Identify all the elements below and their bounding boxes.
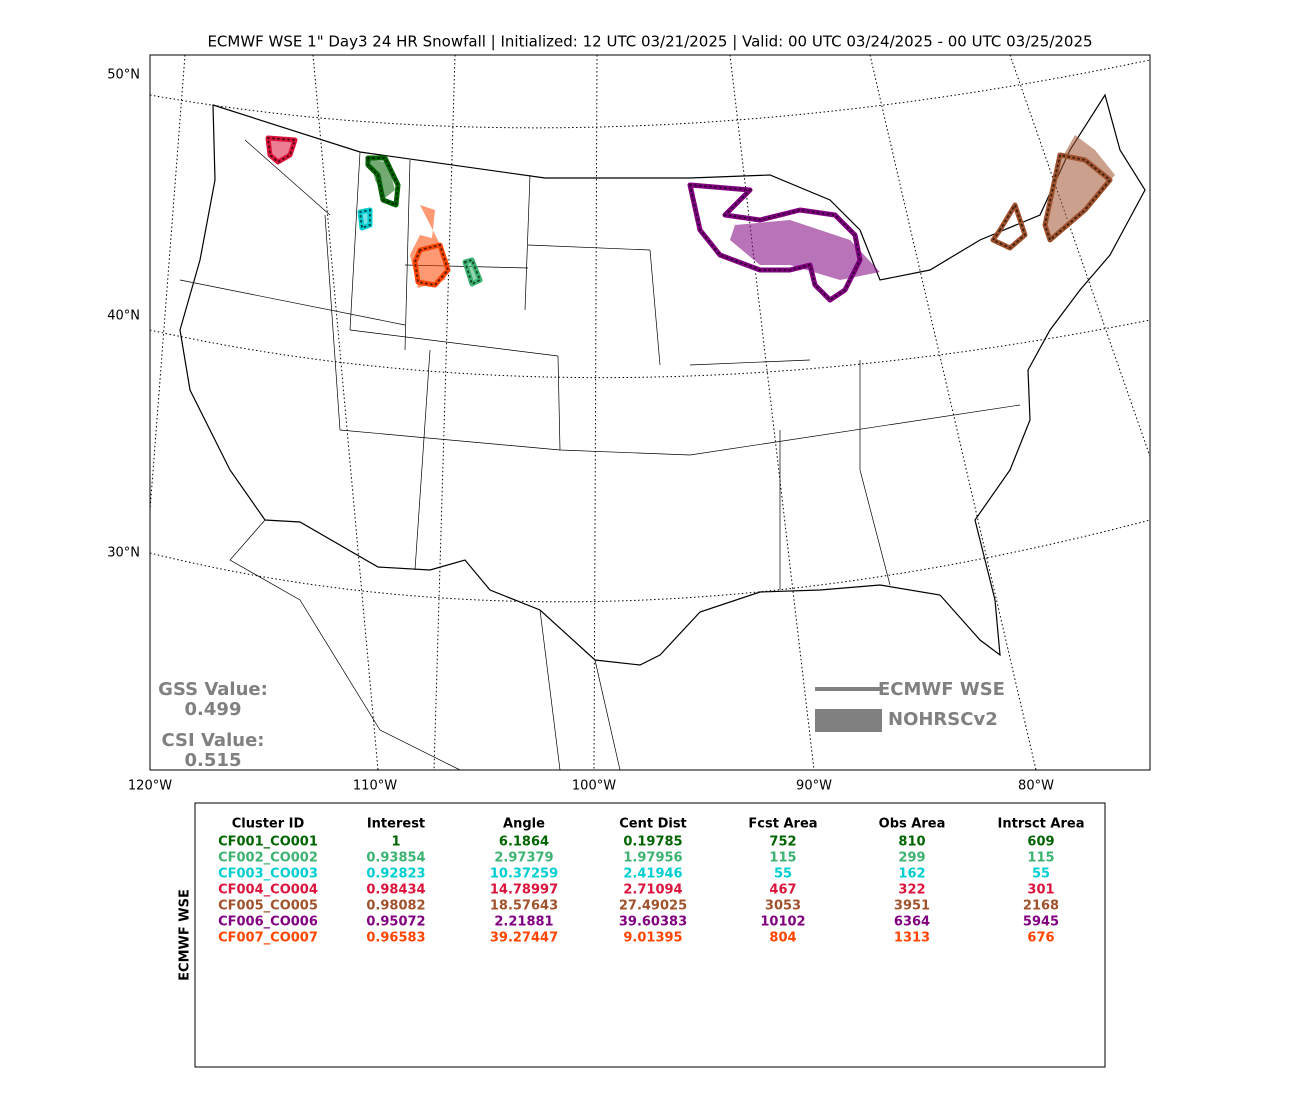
table-cell: 55 xyxy=(774,867,792,882)
table-cell: 609 xyxy=(1027,835,1054,850)
table-cell: 14.78997 xyxy=(490,883,558,898)
fcst-dots xyxy=(463,258,482,286)
obs-area xyxy=(1045,135,1115,240)
table-cell: 10102 xyxy=(760,915,805,930)
table-header: Interest xyxy=(367,817,425,832)
table-cell: 6364 xyxy=(894,915,930,930)
fcst-dots xyxy=(358,208,371,230)
fcst-dots xyxy=(991,202,1027,250)
table-cell: 2.71094 xyxy=(623,883,682,898)
table-cell: 0.95072 xyxy=(366,915,425,930)
table-header: Fcst Area xyxy=(748,817,817,832)
graticule xyxy=(150,519,1150,603)
table-cell: 676 xyxy=(1027,931,1054,946)
table-cell: 2.97379 xyxy=(494,851,553,866)
mexico-lines xyxy=(229,519,621,770)
table-cell: 6.1864 xyxy=(499,835,549,850)
table-cell: 27.49025 xyxy=(619,899,687,914)
lon-label: 100°W xyxy=(572,779,616,794)
table-cell: CF007_CO007 xyxy=(218,931,318,946)
table-cell: 55 xyxy=(1032,867,1050,882)
table-side-label: ECMWF WSE xyxy=(178,889,193,981)
table-cell: 115 xyxy=(769,851,796,866)
table-cell: 0.19785 xyxy=(623,835,682,850)
lon-label: 90°W xyxy=(796,779,832,794)
table-cell: 10.37259 xyxy=(490,867,558,882)
table-cell: CF002_CO002 xyxy=(218,851,318,866)
us-outline xyxy=(179,93,1146,666)
gss-value: 0.499 xyxy=(185,699,242,720)
fcst-dots xyxy=(367,157,400,207)
csi-label: CSI Value: xyxy=(162,730,265,751)
fcst-dots xyxy=(1043,153,1112,242)
fcst-dots xyxy=(688,183,862,302)
table-header: Cent Dist xyxy=(619,817,687,832)
table-cell: 0.96583 xyxy=(366,931,425,946)
table-frame xyxy=(194,802,1106,1068)
lon-label: 80°W xyxy=(1018,779,1054,794)
table-cell: CF004_CO004 xyxy=(218,883,318,898)
table-cell: 5945 xyxy=(1023,915,1059,930)
table-header: Cluster ID xyxy=(232,817,305,832)
title: ECMWF WSE 1" Day3 24 HR Snowfall | Initi… xyxy=(207,33,1092,51)
csi-value: 0.515 xyxy=(185,750,242,771)
table-cell: 1 xyxy=(391,835,400,850)
lat-label: 50°N xyxy=(107,68,140,83)
table-cell: CF003_CO003 xyxy=(218,867,318,882)
legend-label: NOHRSCv2 xyxy=(888,709,998,730)
table-cell: CF005_CO005 xyxy=(218,899,318,914)
table-cell: 1313 xyxy=(894,931,930,946)
fcst-dots xyxy=(413,243,450,287)
map xyxy=(149,54,1151,771)
graticule xyxy=(150,55,1150,770)
table-cell: CF001_CO001 xyxy=(218,835,318,850)
table-cell: 2168 xyxy=(1023,899,1059,914)
lat-label: 40°N xyxy=(107,309,140,324)
clusters xyxy=(265,135,1115,303)
table-cell: 9.01395 xyxy=(623,931,682,946)
gss-label: GSS Value: xyxy=(158,679,268,700)
map-frame xyxy=(149,54,1151,771)
legend-swatch xyxy=(815,709,882,732)
table-cell: 299 xyxy=(898,851,925,866)
table-cell: 0.92823 xyxy=(366,867,425,882)
table-cell: 18.57643 xyxy=(490,899,558,914)
table-cell: 0.98082 xyxy=(366,899,425,914)
state-lines xyxy=(179,139,1021,590)
lon-label: 110°W xyxy=(353,779,397,794)
table-cell: 39.60383 xyxy=(619,915,687,930)
table-cell: 1.97956 xyxy=(623,851,682,866)
table-cell: 3053 xyxy=(765,899,801,914)
lat-label: 30°N xyxy=(107,546,140,561)
table-cell: 467 xyxy=(769,883,796,898)
graticule xyxy=(150,59,1150,129)
table-cell: 2.21881 xyxy=(494,915,553,930)
lon-label: 120°W xyxy=(128,779,172,794)
table-cell: 115 xyxy=(1027,851,1054,866)
graticule xyxy=(150,319,1150,379)
table-cell: 752 xyxy=(769,835,796,850)
table-cell: 810 xyxy=(898,835,925,850)
legend-label: ECMWF WSE xyxy=(878,679,1005,700)
table-cell: 39.27447 xyxy=(490,931,558,946)
fcst-dots xyxy=(266,136,297,164)
table-cell: 162 xyxy=(898,867,925,882)
table-cell: 3951 xyxy=(894,899,930,914)
obs-area xyxy=(730,220,880,280)
table-cell: 322 xyxy=(898,883,925,898)
table-cell: 301 xyxy=(1027,883,1054,898)
table-cell: CF006_CO006 xyxy=(218,915,318,930)
table-cell: 0.98434 xyxy=(366,883,425,898)
table-cell: 804 xyxy=(769,931,796,946)
table-cell: 0.93854 xyxy=(366,851,425,866)
table-cell: 2.41946 xyxy=(623,867,682,882)
table-header: Angle xyxy=(503,817,545,832)
table: Cluster ID Interest Angle Cent Dist Fcst Are… xyxy=(218,817,1084,946)
table-header: Intrsct Area xyxy=(998,817,1085,832)
table-header: Obs Area xyxy=(879,817,946,832)
